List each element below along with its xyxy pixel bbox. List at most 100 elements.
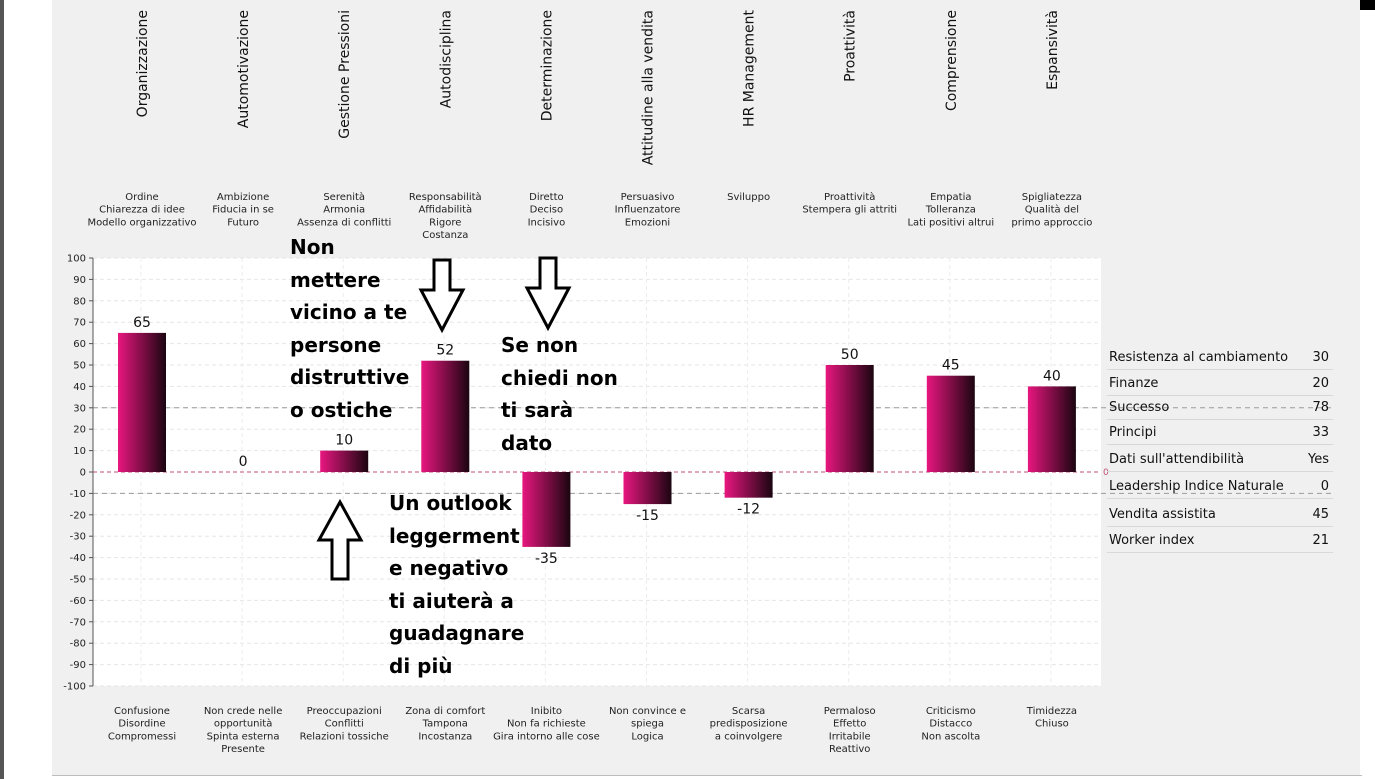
top-descriptor-line: Responsabilità bbox=[409, 191, 482, 203]
bottom-descriptor-line: Chiuso bbox=[1035, 719, 1069, 730]
bar bbox=[421, 360, 470, 472]
top-descriptor-line: primo approccio bbox=[1011, 217, 1092, 228]
stat-label: Resistenza al cambiamento bbox=[1109, 349, 1289, 365]
category-label: Determinazione bbox=[539, 10, 555, 121]
y-tick-label: 90 bbox=[73, 275, 86, 286]
bars: 65 0 10 52 -35 -15 -12 50 45 40 bbox=[118, 315, 1076, 567]
stat-value: 33 bbox=[1312, 424, 1329, 440]
annotation-arrows bbox=[316, 256, 572, 581]
top-descriptor-line: Sviluppo bbox=[727, 192, 770, 203]
y-tick-label: -90 bbox=[70, 660, 86, 671]
bottom-descriptor-line: Irritabile bbox=[829, 731, 871, 742]
stat-value: 45 bbox=[1312, 506, 1329, 522]
y-tick-label: 80 bbox=[73, 296, 86, 307]
y-tick-label: -80 bbox=[70, 639, 86, 650]
category-label: Comprensione bbox=[944, 10, 960, 111]
y-tick-label: 30 bbox=[73, 403, 86, 414]
bar bbox=[1027, 386, 1076, 472]
y-tick-label: 0 bbox=[80, 468, 86, 479]
y-tick-label: 40 bbox=[73, 382, 86, 393]
y-tick-label: 10 bbox=[73, 446, 86, 457]
bar bbox=[926, 375, 975, 472]
bottom-descriptor-line: Relazioni tossiche bbox=[300, 731, 389, 742]
top-descriptor-line: Fiducia in se bbox=[212, 205, 274, 216]
bottom-descriptor-line: Conflitti bbox=[325, 719, 364, 730]
bottom-descriptor-line: Disordine bbox=[118, 719, 165, 730]
y-tick-label: 100 bbox=[67, 254, 86, 265]
bar-value-label: 10 bbox=[335, 433, 353, 449]
category-label: Gestione Pressioni bbox=[337, 10, 353, 139]
top-descriptor-line: Emozioni bbox=[625, 217, 670, 228]
y-tick-label: -40 bbox=[70, 553, 86, 564]
bottom-descriptor-line: Incostanza bbox=[418, 731, 472, 742]
category-label: HR Management bbox=[742, 9, 758, 126]
top-descriptor-line: Spigliatezza bbox=[1022, 192, 1082, 203]
y-tick-label: 70 bbox=[73, 318, 86, 329]
y-tick-label: -10 bbox=[70, 489, 86, 500]
bar bbox=[118, 332, 166, 472]
top-descriptor-line: Influenzatore bbox=[615, 205, 681, 216]
stat-row: Successo 78 bbox=[1107, 395, 1333, 420]
panel-divider bbox=[52, 775, 1362, 776]
down-arrow-icon bbox=[418, 258, 466, 334]
top-descriptor-line: Stempera gli attriti bbox=[802, 205, 897, 216]
bottom-descriptor-line: Logica bbox=[631, 731, 663, 742]
top-descriptor-line: Armonia bbox=[323, 205, 365, 216]
category-label: Attitudine alla vendita bbox=[641, 10, 657, 165]
bar bbox=[724, 472, 773, 498]
bar-value-label: 45 bbox=[942, 358, 960, 374]
annotation-note-1: Non mettere vicino a te persone distrutt… bbox=[290, 235, 410, 422]
stat-value: 21 bbox=[1312, 532, 1329, 548]
category-label: Organizzazione bbox=[135, 10, 151, 117]
top-descriptor-line: Futuro bbox=[227, 217, 259, 228]
down-arrow-icon bbox=[524, 256, 572, 332]
zero-marker: 0 bbox=[1103, 468, 1109, 478]
stat-value: 78 bbox=[1312, 399, 1329, 415]
bar bbox=[320, 450, 369, 472]
y-tick-label: -70 bbox=[70, 617, 86, 628]
bottom-descriptor-line: Non crede nelle bbox=[204, 706, 283, 717]
bottom-descriptor-line: Non ascolta bbox=[921, 731, 980, 742]
y-tick-label: -100 bbox=[63, 682, 86, 693]
stat-label: Principi bbox=[1109, 424, 1157, 440]
bar bbox=[825, 365, 874, 472]
bottom-descriptor-line: Spinta esterna bbox=[207, 731, 280, 742]
bar-value-label: 50 bbox=[841, 347, 859, 363]
stat-row: Vendita assistita 45 bbox=[1107, 502, 1333, 527]
top-descriptor-line: Assenza di conflitti bbox=[297, 217, 391, 228]
y-tick-label: -50 bbox=[70, 575, 86, 586]
y-tick-label: 60 bbox=[73, 339, 86, 350]
stat-label: Leadership Indice Naturale bbox=[1109, 478, 1284, 494]
annotation-note-2: Se non chiedi non ti sarà dato bbox=[501, 333, 618, 455]
top-descriptor-line: Empatia bbox=[930, 192, 971, 203]
stat-row: Worker index 21 bbox=[1107, 528, 1333, 553]
bottom-descriptor-line: Inibito bbox=[531, 706, 562, 717]
y-axis: 1009080706050403020100-10-20-30-40-50-60… bbox=[63, 254, 94, 693]
category-label: Espansività bbox=[1045, 10, 1061, 90]
y-tick-label: -20 bbox=[70, 510, 86, 521]
category-label: Proattività bbox=[843, 10, 859, 82]
up-arrow-icon bbox=[316, 498, 364, 581]
bar-value-label: 65 bbox=[133, 315, 151, 331]
stat-value: 30 bbox=[1312, 349, 1329, 365]
stat-value: 0 bbox=[1320, 478, 1329, 494]
bottom-descriptor-line: Permaloso bbox=[824, 706, 876, 717]
window-corner bbox=[1360, 0, 1375, 10]
bottom-descriptor-line: opportunità bbox=[214, 718, 272, 730]
top-descriptor-line: Ambizione bbox=[217, 192, 269, 203]
top-descriptor-line: Deciso bbox=[530, 205, 563, 216]
bar-value-label: -15 bbox=[636, 508, 659, 524]
stat-label: Dati sull'attendibilità bbox=[1109, 451, 1245, 467]
top-descriptor-line: Lati positivi altrui bbox=[907, 217, 994, 228]
window-edge bbox=[0, 0, 4, 779]
stat-label: Successo bbox=[1109, 399, 1170, 415]
bottom-descriptor-line: Criticismo bbox=[926, 706, 976, 717]
stat-row: Resistenza al cambiamento 30 bbox=[1107, 345, 1333, 370]
bottom-descriptor-line: Scarsa bbox=[732, 706, 765, 717]
bottom-descriptor-line: a coinvolgere bbox=[715, 731, 782, 742]
stat-value: Yes bbox=[1308, 451, 1329, 467]
